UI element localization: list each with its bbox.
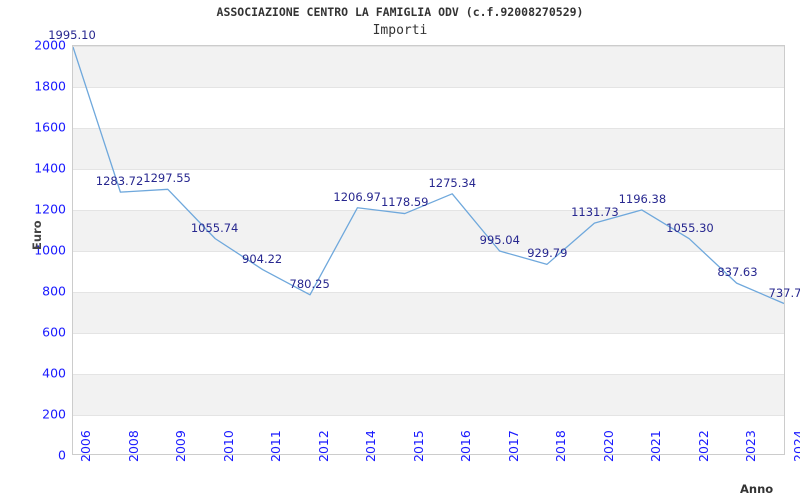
gridline	[73, 169, 784, 170]
gridline	[73, 292, 784, 293]
gridline	[73, 374, 784, 375]
y-axis-tick-label: 1600	[34, 119, 66, 135]
y-axis-label: Euro	[30, 220, 44, 250]
x-axis-tick-label: 2011	[268, 430, 284, 462]
x-axis-tick-label: 2006	[78, 430, 93, 462]
x-axis-tick-label: 2021	[648, 430, 664, 462]
gridline	[73, 46, 784, 47]
gridline	[73, 415, 784, 416]
background-band	[73, 292, 784, 333]
x-axis-label: Anno	[740, 482, 774, 496]
background-band	[73, 128, 784, 169]
data-point-label: 929.79	[527, 246, 568, 261]
x-axis-tick-label: 2009	[173, 430, 189, 462]
background-band	[73, 374, 784, 415]
data-point-label: 1283.72	[95, 173, 144, 188]
data-point-label: 1995.10	[48, 28, 96, 42]
data-point-label: 1196.38	[618, 191, 667, 206]
data-point-label: 1206.97	[333, 189, 381, 204]
y-axis-tick-label: 2000	[34, 37, 66, 53]
x-axis-tick-label: 2010	[220, 430, 236, 462]
data-point-label: 1055.74	[190, 220, 239, 235]
y-axis-tick-label: 1400	[34, 160, 66, 176]
data-point-label: 904.22	[242, 251, 283, 266]
data-point-label: 737.7	[768, 285, 800, 300]
x-axis-tick-label: 2015	[410, 430, 426, 462]
series-line	[73, 46, 784, 305]
gridline	[73, 128, 784, 129]
x-axis-tick-label: 2020	[600, 430, 616, 462]
data-point-label: 1055.30	[666, 220, 714, 235]
data-point-label: 995.04	[479, 233, 520, 248]
x-axis-tick-label: 2014	[363, 430, 379, 462]
y-axis-tick-label: 1200	[34, 201, 66, 217]
x-axis-tick-label: 2024	[791, 430, 800, 462]
x-axis-tick-label: 2008	[125, 430, 141, 462]
data-point-label: 1275.34	[428, 175, 477, 190]
gridline	[73, 210, 784, 211]
x-axis-tick-label: 2016	[458, 430, 474, 462]
x-axis-tick-label: 2023	[743, 430, 759, 462]
y-axis-tick-label: 600	[42, 324, 66, 340]
y-axis-tick-label: 1000	[34, 242, 66, 258]
x-axis-tick-label: 2022	[695, 430, 711, 462]
gridline	[73, 251, 784, 252]
y-axis-tick-label: 800	[42, 283, 66, 299]
background-band	[73, 46, 784, 87]
line-series	[73, 46, 784, 305]
data-point-label: 837.63	[717, 265, 758, 280]
x-axis-tick-label: 2012	[315, 430, 331, 462]
chart-title: ASSOCIAZIONE CENTRO LA FAMIGLIA ODV (c.f…	[216, 5, 584, 19]
chart-subtitle: Importi	[372, 23, 428, 38]
y-axis-tick-label: 1800	[34, 78, 66, 94]
data-point-label: 780.25	[289, 277, 330, 292]
data-point-label: 1178.59	[380, 195, 429, 210]
plot-area	[72, 45, 785, 455]
y-axis-tick-label: 400	[42, 365, 66, 381]
y-axis-tick-label: 200	[42, 406, 66, 422]
data-point-label: 1131.73	[571, 204, 619, 219]
background-band	[73, 210, 784, 251]
y-axis-tick-label: 0	[58, 447, 66, 463]
gridline	[73, 87, 784, 88]
data-point-label: 1297.55	[143, 171, 191, 185]
x-axis-tick-label: 2018	[553, 430, 569, 462]
gridline	[73, 333, 784, 334]
x-axis-tick-label: 2017	[505, 430, 521, 462]
